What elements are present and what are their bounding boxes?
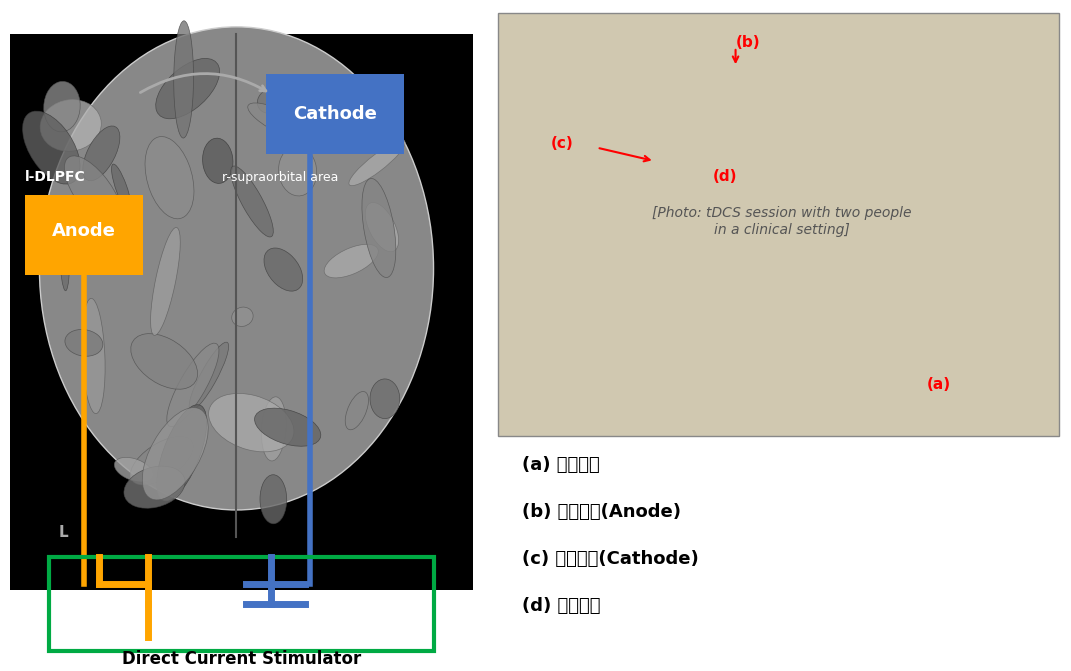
Ellipse shape <box>131 436 193 485</box>
Ellipse shape <box>167 343 218 427</box>
Text: (c) 陰極電極(Cathode): (c) 陰極電極(Cathode) <box>522 550 698 568</box>
Ellipse shape <box>345 391 368 430</box>
Text: (d) 固定装置: (d) 固定装置 <box>522 597 600 615</box>
Text: (b) 陽極電極(Anode): (b) 陽極電極(Anode) <box>522 503 680 521</box>
Ellipse shape <box>156 405 207 501</box>
Ellipse shape <box>255 408 321 446</box>
Ellipse shape <box>230 166 273 237</box>
Ellipse shape <box>369 379 399 419</box>
Ellipse shape <box>82 299 105 413</box>
Ellipse shape <box>257 89 283 113</box>
Ellipse shape <box>64 156 122 228</box>
Ellipse shape <box>247 103 319 144</box>
Ellipse shape <box>111 164 132 212</box>
Ellipse shape <box>231 307 253 327</box>
Ellipse shape <box>336 113 366 142</box>
Ellipse shape <box>278 146 317 196</box>
Text: [Photo: tDCS session with two people
in a clinical setting]: [Photo: tDCS session with two people in … <box>652 206 911 237</box>
Text: r-supraorbital area: r-supraorbital area <box>222 171 338 184</box>
FancyBboxPatch shape <box>25 195 142 275</box>
Ellipse shape <box>365 203 398 252</box>
Ellipse shape <box>331 93 364 132</box>
Ellipse shape <box>190 342 228 410</box>
Ellipse shape <box>260 474 287 524</box>
Ellipse shape <box>65 329 103 356</box>
Ellipse shape <box>362 178 396 278</box>
Ellipse shape <box>40 27 434 510</box>
Ellipse shape <box>115 458 153 482</box>
Ellipse shape <box>155 58 220 119</box>
Ellipse shape <box>142 407 208 500</box>
Text: L: L <box>59 525 69 539</box>
Ellipse shape <box>263 248 303 291</box>
Ellipse shape <box>131 333 197 389</box>
FancyBboxPatch shape <box>266 74 404 154</box>
Ellipse shape <box>82 126 120 180</box>
Text: (d): (d) <box>712 169 737 184</box>
Ellipse shape <box>349 140 405 186</box>
Text: (b): (b) <box>736 35 760 50</box>
Ellipse shape <box>261 397 286 461</box>
Ellipse shape <box>124 466 185 508</box>
Text: Anode: Anode <box>51 223 116 240</box>
Ellipse shape <box>174 21 194 138</box>
Ellipse shape <box>325 244 378 278</box>
Text: (a): (a) <box>926 377 951 392</box>
Ellipse shape <box>22 111 80 184</box>
Text: (c): (c) <box>550 136 573 150</box>
Ellipse shape <box>44 81 80 132</box>
Ellipse shape <box>209 393 293 452</box>
FancyBboxPatch shape <box>498 13 1059 436</box>
Text: l-DLPFC: l-DLPFC <box>25 170 86 184</box>
Text: (a) 刺激装置: (a) 刺激装置 <box>522 456 600 474</box>
Text: Cathode: Cathode <box>293 105 377 123</box>
FancyBboxPatch shape <box>10 34 473 590</box>
Ellipse shape <box>202 138 233 183</box>
Ellipse shape <box>151 227 180 336</box>
Text: Direct Current Stimulator: Direct Current Stimulator <box>122 650 361 668</box>
Ellipse shape <box>41 100 102 151</box>
Ellipse shape <box>145 136 194 219</box>
Ellipse shape <box>59 201 70 291</box>
